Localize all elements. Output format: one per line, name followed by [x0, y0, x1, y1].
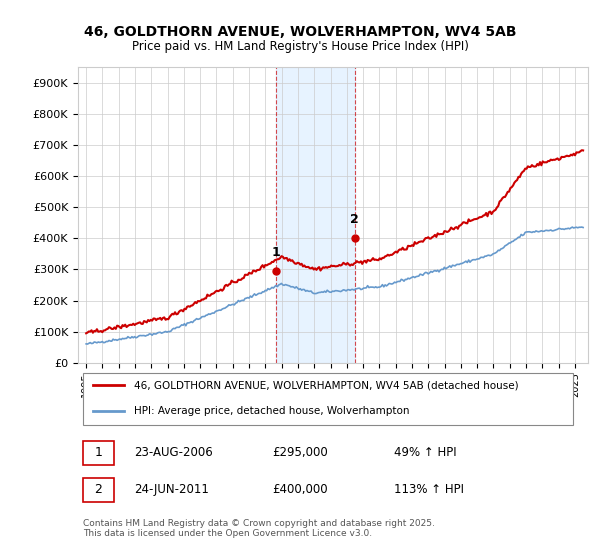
Text: Price paid vs. HM Land Registry's House Price Index (HPI): Price paid vs. HM Land Registry's House …	[131, 40, 469, 53]
Text: 46, GOLDTHORN AVENUE, WOLVERHAMPTON, WV4 5AB: 46, GOLDTHORN AVENUE, WOLVERHAMPTON, WV4…	[84, 25, 516, 39]
Text: 1: 1	[94, 446, 103, 459]
Text: 24-JUN-2011: 24-JUN-2011	[134, 483, 209, 496]
Text: 46, GOLDTHORN AVENUE, WOLVERHAMPTON, WV4 5AB (detached house): 46, GOLDTHORN AVENUE, WOLVERHAMPTON, WV4…	[134, 380, 519, 390]
Bar	[276, 67, 355, 363]
Text: Contains HM Land Registry data © Crown copyright and database right 2025.
This d: Contains HM Land Registry data © Crown c…	[83, 519, 435, 538]
FancyBboxPatch shape	[83, 373, 573, 425]
FancyBboxPatch shape	[83, 441, 114, 465]
Text: 49% ↑ HPI: 49% ↑ HPI	[394, 446, 457, 459]
Text: 1: 1	[271, 246, 280, 259]
Text: 2: 2	[94, 483, 103, 496]
Text: 2: 2	[350, 213, 359, 226]
FancyBboxPatch shape	[83, 478, 114, 502]
Text: HPI: Average price, detached house, Wolverhampton: HPI: Average price, detached house, Wolv…	[134, 406, 410, 416]
Text: 113% ↑ HPI: 113% ↑ HPI	[394, 483, 464, 496]
Text: £295,000: £295,000	[272, 446, 328, 459]
Text: 23-AUG-2006: 23-AUG-2006	[134, 446, 213, 459]
Text: £400,000: £400,000	[272, 483, 328, 496]
